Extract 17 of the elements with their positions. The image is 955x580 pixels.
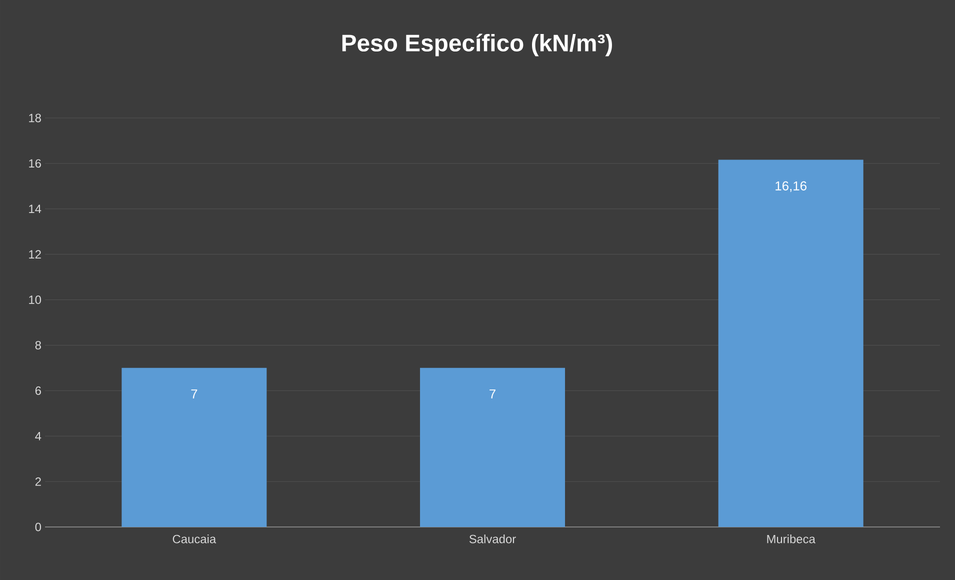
x-tick-label: Salvador <box>469 534 516 544</box>
data-label: 7 <box>490 389 496 398</box>
data-label: 7 <box>191 389 198 398</box>
y-tick-label: 2 <box>35 477 41 486</box>
y-tick-label: 14 <box>29 204 42 213</box>
chart-title: Peso Específico (kN/m³) <box>342 34 612 56</box>
y-tick-label: 12 <box>29 250 41 258</box>
y-tick-label: 0 <box>35 522 42 532</box>
x-tick-label: Caucaia <box>172 534 216 544</box>
y-tick-label: 8 <box>35 340 41 350</box>
y-tick-label: 6 <box>35 386 41 395</box>
x-tick-label: Muribeca <box>767 534 816 544</box>
data-label: 16,16 <box>776 181 806 192</box>
y-tick-label: 4 <box>35 432 42 440</box>
y-tick-label: 18 <box>29 114 41 122</box>
y-tick-label: 16 <box>29 159 41 168</box>
y-tick-label: 10 <box>29 296 42 304</box>
